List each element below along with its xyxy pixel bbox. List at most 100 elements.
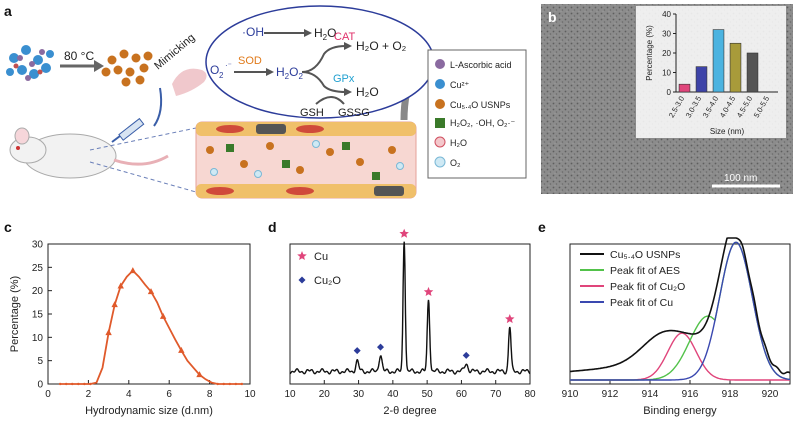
zoom-line-top [89,127,197,151]
temperature-label: 80 °C [64,49,94,63]
sod-label: SOD [238,55,262,67]
syringe-icon [111,117,145,143]
legend-ros: H₂O₂, ·OH, O₂·⁻ [450,118,515,128]
ros-icon [435,118,445,128]
x-tick-label: 6 [166,389,172,400]
inset-bar [712,29,725,93]
nanoparticle-cluster [101,49,153,87]
legend-ascorbic: L-Ascorbic acid [450,60,512,70]
x-tick-label: 912 [602,389,619,400]
y-tick-label: 5 [37,356,43,367]
y-tick-label: 10 [32,333,44,344]
legend-o2: O₂ [450,158,461,168]
legend-cu2o-marker [298,276,306,284]
inset-background [636,6,786,138]
ascorbic-acid-icon [435,59,445,69]
y-tick-label: 0 [37,380,43,391]
injection-arrow [153,87,163,127]
dls-marker [159,312,167,319]
x-tick-label: 40 [387,389,399,400]
legend-cu2o-label: Cu₂O [314,275,341,287]
dls-marker [196,371,203,378]
x-tick-label: 70 [490,389,502,400]
legend-label: Peak fit of Cu₂O [610,281,685,293]
cu-peak-marker [399,228,409,238]
baseline-point [89,382,92,386]
baseline-point [216,382,219,386]
svg-text:·⁻: ·⁻ [225,61,232,70]
baseline-point [64,382,68,386]
water-icon [434,136,446,148]
xrd-chart: 10 20 30 40 50 60 70 80 2-θ degree Cu Cu₂O [284,228,536,417]
precursor-cluster [6,45,54,81]
baseline-point [58,382,62,386]
h2o2-label: H2O2 [276,65,303,81]
xrd-series-line [289,241,531,375]
x-tick-label: 918 [722,389,739,400]
panel-a: a 80 °C Mimicking [4,3,527,199]
gpx-product-label: H₂O [356,85,379,99]
svg-text:H2O: H2O [314,26,336,42]
dls-marker [129,267,137,274]
x-tick-label: 50 [422,389,434,400]
inset-y-tick-label: 0 [667,88,672,97]
panel-a-label: a [4,3,12,19]
cu-peak-marker [505,314,515,324]
hydroxyl-label: ·OH [242,25,264,39]
cu-ion-icon [435,79,445,89]
x-tick-label: 0 [45,389,51,400]
xps-chart: 910 912 914 916 918 920 Binding energy Cu₅.₄O U… [562,237,791,417]
x-tick-label: 4 [126,389,132,400]
size-distribution-inset: 0102030402.5-3.03.0-3.53.5-4.04.0-4.54.5… [636,6,786,138]
x-tick-label: 30 [353,389,365,400]
cu2o-peak-marker [353,347,361,355]
inset-y-label: Percentage (%) [645,25,654,81]
y-tick-label: 15 [32,310,44,321]
panel-b-label: b [548,9,557,25]
x-axis-label: Hydrodynamic size (d.nm) [85,405,213,417]
inset-y-tick-label: 30 [662,30,671,39]
baseline-point [77,382,80,386]
panel-e: e 910 912 914 916 918 920 Binding energy Cu₅.₄O… [538,219,791,417]
y-axis-label: Percentage (%) [9,276,21,352]
x-tick-label: 20 [319,389,331,400]
y-tick-label: 20 [32,286,44,297]
x-tick-label: 914 [642,389,659,400]
dls-marker [147,288,155,295]
inset-bar [678,83,691,93]
plot-frame [569,243,791,385]
legend-label: Peak fit of Cu [610,297,673,309]
x-axis-label: Binding energy [643,405,717,417]
panel-d-label: d [268,219,277,235]
legend-label: Peak fit of AES [610,265,680,277]
scale-bar-label: 100 nm [724,173,757,184]
cu2o-peak-marker [377,343,385,351]
dls-marker [178,346,185,353]
panel-d: d 10 20 30 40 50 60 70 80 2-θ degree Cu Cu₂O [268,219,536,417]
plot-frame [47,243,251,385]
usnps-icon [435,99,445,109]
inset-y-tick-label: 20 [662,49,671,58]
dls-chart: 0 2 4 6 8 10 0 5 10 15 20 25 30 Hydrodynamic size (d.… [9,240,256,418]
panel-e-label: e [538,219,546,235]
panel-b: b 100 nm 0102030402.5-3.03.0-3.53.5-4.04… [541,4,793,194]
panel-c-label: c [4,219,12,235]
svg-text:2: 2 [219,71,224,80]
baseline-point [240,382,244,386]
dls-series-line [60,269,242,385]
legend-label: Cu₅.₄O USNPs [610,249,680,261]
inset-y-tick-label: 10 [662,69,671,78]
baseline-point [83,382,86,386]
legend-h2o: H₂O [450,138,467,148]
y-tick-label: 30 [32,240,44,251]
superoxide-label: O [210,63,219,77]
zoom-line-bottom [89,161,197,193]
blood-vessel [195,121,417,199]
baseline-point [228,382,231,386]
usnps-data-line [569,237,791,375]
x-tick-label: 60 [456,389,468,400]
panel-a-legend: L-Ascorbic acid Cu²⁺ Cu₅.₄O USNPs H₂O₂, … [427,49,527,179]
cu2o-peak-marker [462,351,470,359]
dls-marker [105,329,112,336]
